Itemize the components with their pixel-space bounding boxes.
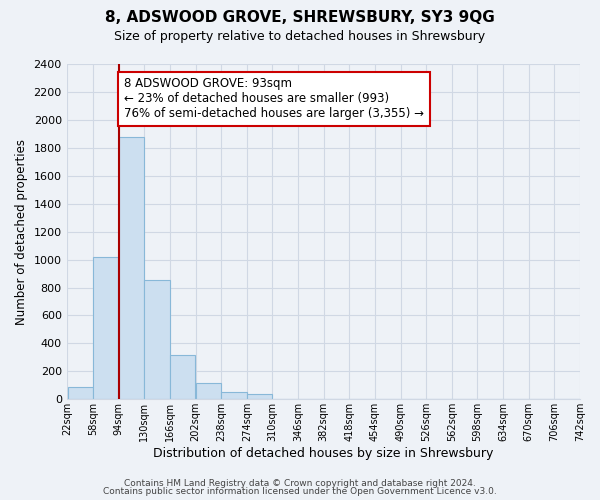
Bar (68, 386, 93, 400)
Bar (196, 383, 221, 400)
Bar (145, 280, 170, 400)
X-axis label: Distribution of detached houses by size in Shrewsbury: Distribution of detached houses by size … (154, 447, 494, 460)
Y-axis label: Number of detached properties: Number of detached properties (15, 138, 28, 324)
Bar (93, 257, 118, 400)
Bar (119, 136, 144, 400)
Bar (170, 354, 196, 400)
Text: Contains public sector information licensed under the Open Government Licence v3: Contains public sector information licen… (103, 487, 497, 496)
Bar (247, 394, 272, 400)
Text: 8, ADSWOOD GROVE, SHREWSBURY, SY3 9QG: 8, ADSWOOD GROVE, SHREWSBURY, SY3 9QG (105, 10, 495, 25)
Text: Size of property relative to detached houses in Shrewsbury: Size of property relative to detached ho… (115, 30, 485, 43)
Text: Contains HM Land Registry data © Crown copyright and database right 2024.: Contains HM Land Registry data © Crown c… (124, 478, 476, 488)
Bar (221, 392, 247, 400)
Text: 8 ADSWOOD GROVE: 93sqm
← 23% of detached houses are smaller (993)
76% of semi-de: 8 ADSWOOD GROVE: 93sqm ← 23% of detached… (124, 78, 424, 120)
